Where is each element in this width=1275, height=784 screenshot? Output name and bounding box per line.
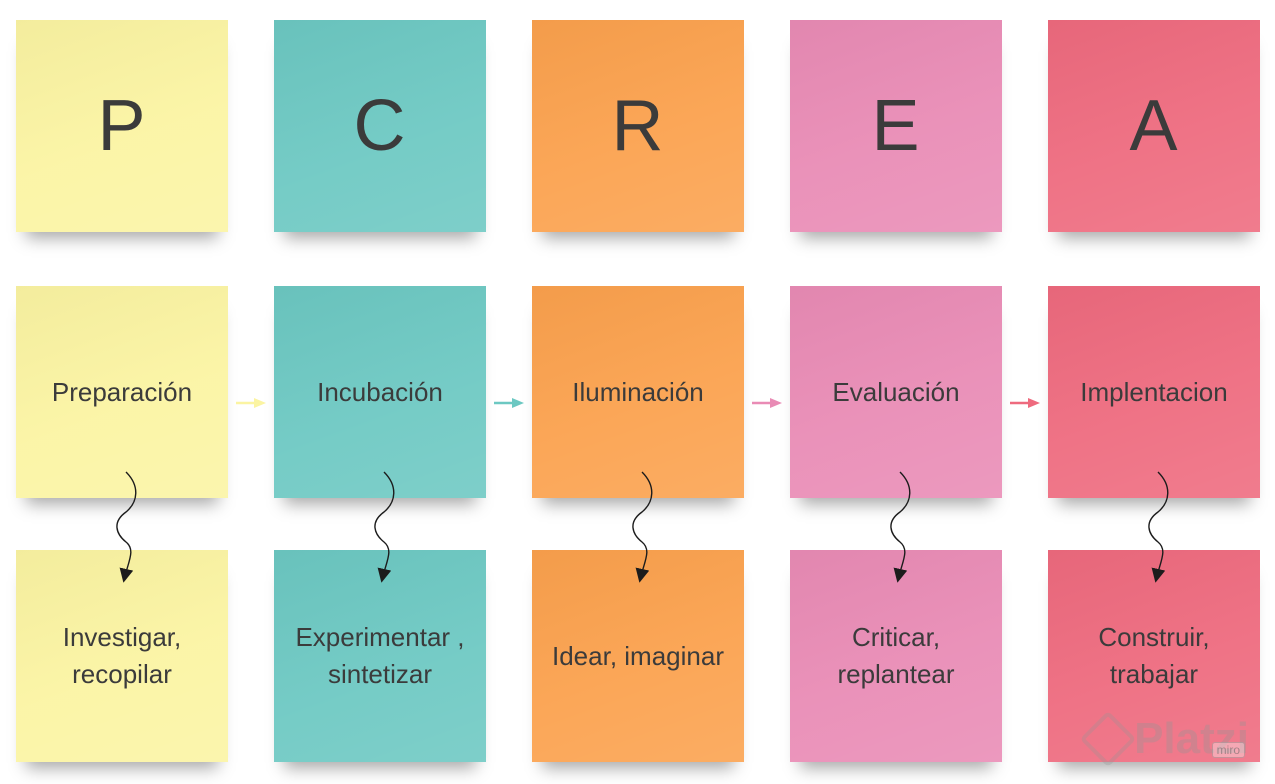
flow-arrow-head [770,398,782,408]
stage-note-iluminacion[interactable]: Iluminación [532,286,744,498]
action-note-construir[interactable]: Construir, trabajar [1048,550,1260,762]
letter-r: R [611,86,665,166]
action-label-criticar: Criticar, replantear [837,622,955,689]
action-label-idear: Idear, imaginar [552,640,724,671]
action-label-investigar: Investigar, recopilar [62,622,182,689]
platzi-logo-icon [1079,710,1137,768]
action-note-experimentar[interactable]: Experimentar , sintetizar [274,550,486,762]
letter-note-c[interactable]: C [274,20,486,232]
letter-c: C [353,86,407,166]
action-note-investigar[interactable]: Investigar, recopilar [16,550,228,762]
watermark-brand: Platzi [1134,714,1249,763]
action-note-criticar[interactable]: Criticar, replantear [790,550,1002,762]
letter-note-e[interactable]: E [790,20,1002,232]
stage-label-incubacion: Incubación [317,376,443,407]
stage-label-iluminacion: Iluminación [572,376,704,407]
flow-arrow-head [512,398,524,408]
stage-note-preparacion[interactable]: Preparación [16,286,228,498]
letter-note-p[interactable]: P [16,20,228,232]
flow-arrow-head [254,398,266,408]
stage-note-implentacion[interactable]: Implentacion [1048,286,1260,498]
letter-e: E [871,86,921,166]
letter-p: P [97,86,147,166]
stage-label-implentacion: Implentacion [1080,376,1228,407]
platzi-watermark: Platzi [1079,710,1249,768]
letter-a: A [1129,86,1179,166]
miro-tag: miro [1211,742,1245,758]
action-label-experimentar: Experimentar , sintetizar [295,622,465,689]
stage-note-incubacion[interactable]: Incubación [274,286,486,498]
stage-label-preparacion: Preparación [51,376,193,407]
flow-arrow-head [1028,398,1040,408]
stage-note-evaluacion[interactable]: Evaluación [790,286,1002,498]
action-label-construir: Construir, trabajar [1098,622,1210,689]
action-note-idear[interactable]: Idear, imaginar [532,550,744,762]
letter-note-r[interactable]: R [532,20,744,232]
letter-note-a[interactable]: A [1048,20,1260,232]
stage-label-evaluacion: Evaluación [832,376,960,407]
